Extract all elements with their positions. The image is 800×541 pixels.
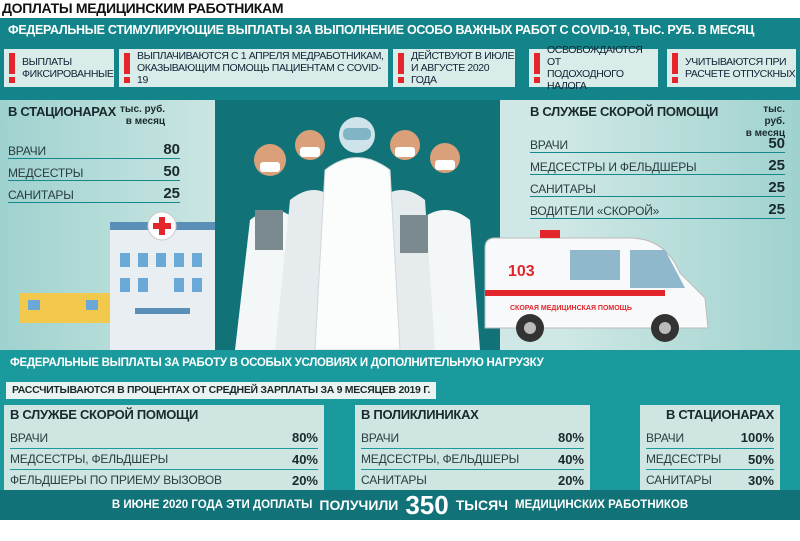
ambulance-illustration: 103 СКОРАЯ МЕДИЦИНСКАЯ ПОМОЩЬ (484, 230, 709, 342)
table-row: ВОДИТЕЛИ «СКОРОЙ» 25 (530, 197, 785, 219)
note-card: ОСВОБОЖДАЮТСЯ ОТ ПОДОХОДНОГО НАЛОГА (529, 44, 658, 92)
note-card: ВЫПЛАТЫ ФИКСИРОВАННЫЕ (4, 49, 114, 87)
hospital-percent-panel: В СТАЦИОНАРАХ ВРАЧИ 100% МЕДСЕСТРЫ 50% САН… (640, 405, 780, 490)
ambulance-percent-panel: В СЛУЖБЕ СКОРОЙ ПОМОЩИ ВРАЧИ 80% МЕДСЕСТР… (4, 405, 324, 490)
table-row: ФЕЛЬДШЕРЫ ПО ПРИЕМУ ВЫЗОВОВ 20% (10, 469, 318, 490)
exclamation-icon (8, 53, 16, 83)
table-row: САНИТАРЫ 20% (361, 469, 584, 490)
table-row: МЕДСЕСТРЫ И ФЕЛЬДШЕРЫ 25 (530, 153, 785, 175)
hospital-table: В СТАЦИОНАРАХ тыс. руб. в месяц ВРАЧИ 80 … (8, 104, 180, 203)
table-row: ВРАЧИ 80% (361, 430, 584, 445)
medical-staff-illustration (215, 100, 500, 351)
table-row: ВРАЧИ 80 (8, 137, 180, 159)
table-row: САНИТАРЫ 25 (530, 175, 785, 197)
table-row: МЕДСЕСТРЫ, ФЕЛЬДШЕРЫ 40% (10, 448, 318, 469)
special-conditions-band: ФЕДЕРАЛЬНЫЕ ВЫПЛАТЫ ЗА РАБОТУ В ОСОБЫХ У… (0, 350, 800, 490)
ambulance-table: В СЛУЖБЕ СКОРОЙ ПОМОЩИ тыс. руб. в месяц… (530, 104, 785, 219)
note-card: УЧИТЫВАЮТСЯ ПРИ РАСЧЕТЕ ОТПУСКНЫХ (667, 49, 796, 87)
table-row: ВРАЧИ 100% (646, 430, 774, 445)
note-card: ДЕЙСТВУЮТ В ИЮЛЕ И АВГУСТЕ 2020 ГОДА (393, 49, 515, 87)
table-row: МЕДСЕСТРЫ, ФЕЛЬДШЕРЫ 40% (361, 448, 584, 469)
exclamation-icon (671, 53, 679, 83)
note-card: ВЫПЛАЧИВАЮТСЯ С 1 АПРЕЛЯ МЕДРАБОТНИКАМ, … (119, 49, 388, 87)
table-row: МЕДСЕСТРЫ 50% (646, 448, 774, 469)
ambulance-text: СКОРАЯ МЕДИЦИНСКАЯ ПОМОЩЬ (510, 305, 632, 312)
exclamation-icon (533, 53, 541, 83)
section1-heading: ФЕДЕРАЛЬНЫЕ СТИМУЛИРУЮЩИЕ ВЫПЛАТЫ ЗА ВЫП… (8, 23, 755, 37)
covid-payments-band: ФЕДЕРАЛЬНЫЕ СТИМУЛИРУЮЩИЕ ВЫПЛАТЫ ЗА ВЫП… (0, 18, 800, 100)
ambulance-number: 103 (508, 263, 535, 280)
section2-heading: ФЕДЕРАЛЬНЫЕ ВЫПЛАТЫ ЗА РАБОТУ В ОСОБЫХ У… (10, 357, 544, 369)
table-row: САНИТАРЫ 30% (646, 469, 774, 490)
polyclinic-percent-panel: В ПОЛИКЛИНИКАХ ВРАЧИ 80% МЕДСЕСТРЫ, ФЕЛЬД… (355, 405, 590, 490)
recipient-count: 350 (405, 490, 449, 520)
exclamation-icon (123, 53, 131, 83)
table-row: ВРАЧИ 50 (530, 131, 785, 153)
table-row: ВРАЧИ 80% (10, 430, 318, 445)
exclamation-icon (397, 53, 405, 83)
table-row: МЕДСЕСТРЫ 50 (8, 159, 180, 181)
hospital-building-illustration (20, 211, 215, 350)
page-title: ДОПЛАТЫ МЕДИЦИНСКИМ РАБОТНИКАМ (2, 0, 284, 16)
summary-band: В ИЮНЕ 2020 ГОДА ЭТИ ДОПЛАТЫ ПОЛУЧИЛИ 35… (0, 490, 800, 520)
table-row: САНИТАРЫ 25 (8, 181, 180, 203)
section2-subheading: РАССЧИТЫВАЮТСЯ В ПРОЦЕНТАХ ОТ СРЕДНЕЙ ЗА… (6, 382, 437, 399)
covid-payments-detail: В СТАЦИОНАРАХ тыс. руб. в месяц ВРАЧИ 80 … (0, 100, 800, 351)
